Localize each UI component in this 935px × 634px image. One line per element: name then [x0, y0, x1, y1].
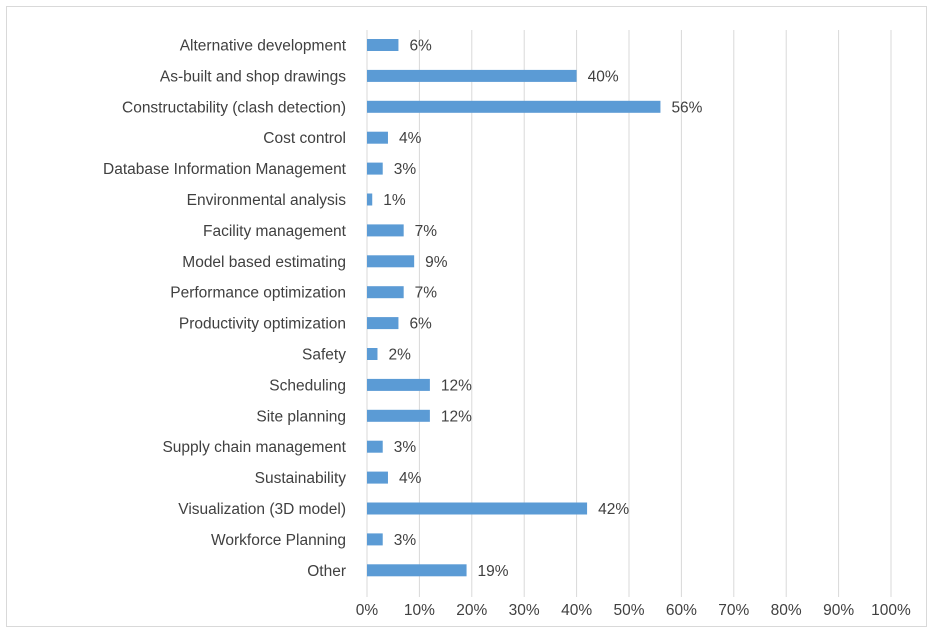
data-label: 40%	[588, 68, 619, 85]
category-label: As-built and shop drawings	[160, 68, 346, 85]
bar	[367, 533, 383, 546]
x-tick-label: 0%	[356, 602, 379, 619]
category-label: Sustainability	[255, 470, 347, 487]
data-label: 9%	[425, 254, 448, 271]
data-label: 12%	[441, 408, 472, 425]
bar	[367, 286, 404, 299]
x-tick-label: 90%	[823, 602, 854, 619]
bar	[367, 131, 388, 144]
bars	[367, 39, 661, 577]
bar	[367, 378, 430, 391]
category-label: Other	[307, 563, 346, 580]
data-labels: 6% 40% 56% 4% 3% 1% 7% 9% 7% 6% 2% 12% 12% 3% 4% 42% 3% 1…	[383, 38, 702, 580]
bar	[367, 564, 467, 577]
x-tick-label: 100%	[871, 602, 911, 619]
x-tick-label: 10%	[404, 602, 435, 619]
category-label: Visualization (3D model)	[178, 501, 346, 518]
data-label: 56%	[671, 99, 702, 116]
category-label: Cost control	[263, 130, 346, 147]
data-label: 7%	[415, 285, 438, 302]
category-label: Supply chain management	[162, 439, 346, 456]
bar	[367, 100, 661, 113]
data-label: 42%	[598, 501, 629, 518]
data-label: 3%	[394, 161, 417, 178]
bar	[367, 471, 388, 484]
data-label: 3%	[394, 439, 417, 456]
category-label: Alternative development	[180, 38, 347, 55]
x-tick-label: 60%	[666, 602, 697, 619]
x-tick-label: 80%	[771, 602, 802, 619]
data-label: 2%	[388, 347, 411, 364]
x-tick-label: 30%	[509, 602, 540, 619]
bar	[367, 440, 383, 453]
bar	[367, 69, 577, 82]
x-tick-label: 70%	[718, 602, 749, 619]
data-label: 12%	[441, 377, 472, 394]
bar	[367, 502, 588, 515]
data-label: 6%	[409, 38, 432, 55]
bar	[367, 162, 383, 175]
x-axis-tick-labels: 0% 10% 20% 30% 40% 50% 60% 70% 80% 90% 100%	[356, 602, 911, 619]
category-label: Database Information Management	[103, 161, 347, 178]
bar	[367, 39, 399, 51]
category-label: Productivity optimization	[179, 316, 346, 333]
data-label: 19%	[478, 563, 509, 580]
data-label: 3%	[394, 532, 417, 549]
data-label: 6%	[409, 316, 432, 333]
category-label: Model based estimating	[182, 254, 346, 271]
bar	[367, 224, 404, 237]
data-label: 4%	[399, 130, 422, 147]
category-label: Workforce Planning	[211, 532, 346, 549]
data-label: 7%	[415, 223, 438, 240]
bar	[367, 348, 378, 360]
x-tick-label: 40%	[561, 602, 592, 619]
category-label: Facility management	[203, 223, 347, 240]
category-label: Safety	[302, 347, 346, 364]
bar	[367, 193, 373, 206]
category-label: Site planning	[256, 408, 346, 425]
data-label: 4%	[399, 470, 422, 487]
bar	[367, 409, 430, 422]
category-label: Scheduling	[269, 377, 346, 394]
category-label: Performance optimization	[170, 285, 346, 302]
x-tick-label: 50%	[613, 602, 644, 619]
data-label: 1%	[383, 192, 406, 209]
bar	[367, 317, 399, 330]
category-label: Constructability (clash detection)	[122, 99, 346, 116]
category-label: Environmental analysis	[187, 192, 347, 209]
bar	[367, 255, 415, 268]
category-labels: Alternative development As-built and shop…	[103, 38, 347, 580]
x-tick-label: 20%	[456, 602, 487, 619]
